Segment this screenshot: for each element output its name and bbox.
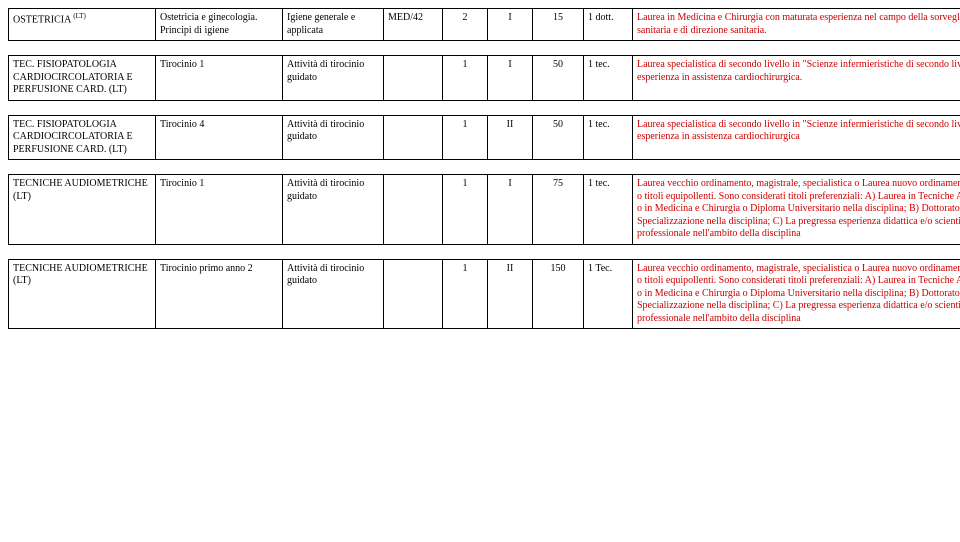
record-table: TEC. FISIOPATOLOGIA CARDIOCIRCOLATORIA E…	[8, 115, 960, 161]
page-content: OSTETRICIA (LT)Ostetricia e ginecologia.…	[8, 8, 952, 329]
degree: Tirocinio 1	[156, 175, 283, 245]
n1: 1	[443, 115, 488, 160]
n2: II	[488, 259, 533, 329]
n1: 1	[443, 175, 488, 245]
degree: Ostetricia e ginecologia. Principi di ig…	[156, 9, 283, 41]
ssd: MED/42	[384, 9, 443, 41]
n4: 1 dott.	[584, 9, 633, 41]
table-row: TEC. FISIOPATOLOGIA CARDIOCIRCOLATORIA E…	[9, 56, 960, 101]
notes: Laurea in Medicina e Chirurgia con matur…	[633, 9, 960, 41]
type: Attività di tirocinio guidato	[283, 115, 384, 160]
n1: 1	[443, 56, 488, 101]
n2: II	[488, 115, 533, 160]
name: TEC. FISIOPATOLOGIA CARDIOCIRCOLATORIA E…	[9, 115, 156, 160]
degree: Tirocinio 1	[156, 56, 283, 101]
notes: Laurea vecchio ordinamento, magistrale, …	[633, 259, 960, 329]
record-table: OSTETRICIA (LT)Ostetricia e ginecologia.…	[8, 8, 960, 41]
name: TECNICHE AUDIOMETRICHE (LT)	[9, 259, 156, 329]
degree: Tirocinio 4	[156, 115, 283, 160]
ssd	[384, 115, 443, 160]
notes: Laurea vecchio ordinamento, magistrale, …	[633, 175, 960, 245]
degree: Tirocinio primo anno 2	[156, 259, 283, 329]
n3: 75	[533, 175, 584, 245]
record-table: TECNICHE AUDIOMETRICHE (LT)Tirocinio pri…	[8, 259, 960, 330]
type: Attività di tirocinio guidato	[283, 56, 384, 101]
type: Igiene generale e applicata	[283, 9, 384, 41]
n4: 1 tec.	[584, 56, 633, 101]
n4: 1 Tec.	[584, 259, 633, 329]
ssd	[384, 175, 443, 245]
table-row: TECNICHE AUDIOMETRICHE (LT)Tirocinio 1At…	[9, 175, 960, 245]
n4: 1 tec.	[584, 115, 633, 160]
notes: Laurea specialistica di secondo livello …	[633, 115, 960, 160]
n4: 1 tec.	[584, 175, 633, 245]
name: OSTETRICIA (LT)	[9, 9, 156, 41]
type: Attività di tirocinio guidato	[283, 259, 384, 329]
name: TEC. FISIOPATOLOGIA CARDIOCIRCOLATORIA E…	[9, 56, 156, 101]
n3: 50	[533, 115, 584, 160]
table-row: TEC. FISIOPATOLOGIA CARDIOCIRCOLATORIA E…	[9, 115, 960, 160]
table-row: OSTETRICIA (LT)Ostetricia e ginecologia.…	[9, 9, 960, 41]
n2: I	[488, 56, 533, 101]
n2: I	[488, 9, 533, 41]
n1: 2	[443, 9, 488, 41]
table-row: TECNICHE AUDIOMETRICHE (LT)Tirocinio pri…	[9, 259, 960, 329]
ssd	[384, 56, 443, 101]
n3: 15	[533, 9, 584, 41]
type: Attività di tirocinio guidato	[283, 175, 384, 245]
record-table: TECNICHE AUDIOMETRICHE (LT)Tirocinio 1At…	[8, 174, 960, 245]
n3: 150	[533, 259, 584, 329]
record-table: TEC. FISIOPATOLOGIA CARDIOCIRCOLATORIA E…	[8, 55, 960, 101]
name: TECNICHE AUDIOMETRICHE (LT)	[9, 175, 156, 245]
n2: I	[488, 175, 533, 245]
ssd	[384, 259, 443, 329]
n1: 1	[443, 259, 488, 329]
notes: Laurea specialistica di secondo livello …	[633, 56, 960, 101]
n3: 50	[533, 56, 584, 101]
